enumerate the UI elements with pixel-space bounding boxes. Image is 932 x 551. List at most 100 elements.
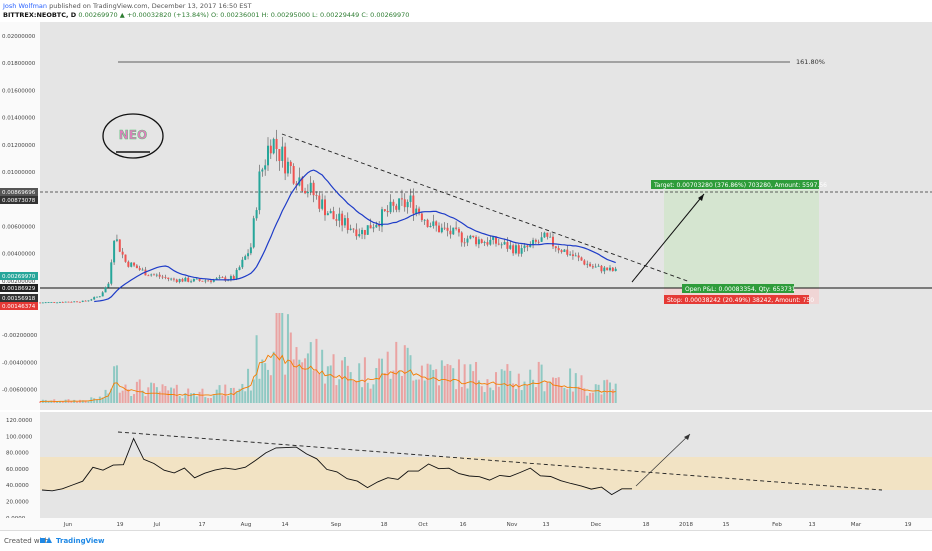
volume-bar (512, 383, 515, 403)
rsi-chart[interactable]: 120.0000 100.0000 80.0000 60.0000 40.0000 20.… (0, 412, 932, 518)
created-with-text: Created with (4, 537, 49, 545)
rsi-line (41, 437, 632, 496)
candle (44, 302, 47, 304)
volume-bar (343, 357, 346, 403)
candle (549, 232, 552, 238)
rsi-trendline[interactable] (117, 431, 883, 491)
candle (252, 215, 255, 249)
author-link[interactable]: Josh Wolfman (3, 2, 48, 10)
candle (150, 273, 153, 277)
candle (497, 238, 500, 246)
candle (204, 279, 207, 284)
volume-bar (369, 388, 372, 403)
volume-bar (506, 364, 509, 403)
volume-bar (332, 354, 335, 403)
open-pnl-tag[interactable]: Open P&L: 0.00083354, Qty: 653731 (682, 284, 796, 293)
candle (378, 221, 381, 231)
candle (363, 229, 366, 240)
volume-bar (489, 387, 492, 403)
candle (466, 235, 469, 247)
fib-extension[interactable]: 161.80% (118, 58, 825, 66)
candle (90, 298, 93, 301)
candle (167, 277, 170, 282)
candle (500, 242, 503, 249)
rsi-arrow[interactable] (635, 433, 691, 487)
time-tick-label: 2018 (679, 522, 693, 528)
volume-bar (121, 390, 124, 403)
price-tag-label: 0.00186929 (2, 286, 36, 292)
tradingview-brand[interactable]: TradingView (56, 537, 105, 545)
volume-bar (70, 401, 73, 403)
time-tick-label: 18 (381, 522, 388, 528)
volume-bar (207, 398, 210, 403)
candle (600, 264, 603, 274)
target-zone[interactable] (664, 190, 819, 288)
symbol-label[interactable]: BITTREX:NEOBTC, D (3, 11, 77, 19)
volume-bar (466, 388, 469, 403)
volume-bar (403, 345, 406, 403)
time-tick-label: Oct (418, 522, 428, 528)
volume-bar (603, 380, 606, 403)
volume-bar (192, 392, 195, 403)
ohlc-values: 0.00269970 ▲ +0.00032820 (+13.84%) O: 0.… (78, 11, 410, 19)
candle (78, 301, 81, 303)
volume-bar (115, 365, 118, 403)
trendline-down[interactable] (281, 133, 691, 283)
volume-bar (352, 380, 355, 403)
volume-bar (221, 395, 224, 403)
volume-bar (517, 373, 520, 403)
volume-bar (58, 401, 61, 403)
candle (324, 195, 326, 221)
stop-tag[interactable]: Stop: 0.00038242 (20.49%) 38242, Amount:… (664, 295, 814, 304)
volume-bar (158, 391, 161, 403)
volume-bar (409, 355, 412, 403)
candle (286, 157, 289, 177)
volume-bar (329, 365, 332, 403)
candle (158, 272, 161, 279)
volume-bar (589, 393, 592, 403)
candle (269, 139, 272, 159)
candle (372, 223, 375, 233)
candle (537, 239, 540, 245)
candle (110, 259, 113, 286)
volume-bar (249, 390, 252, 403)
volume-bar (477, 380, 480, 403)
volume-bar (355, 380, 358, 403)
projection-arrow[interactable] (631, 193, 705, 283)
candle (104, 286, 107, 293)
volume-bar (443, 365, 446, 403)
rsi-tick-label: 40.0000 (6, 483, 29, 489)
time-tick-label: Nov (507, 522, 518, 528)
candle (571, 250, 574, 260)
candle (426, 218, 429, 228)
target-tag[interactable]: Target: 0.00703280 (376.86%) 703280, Amo… (651, 180, 827, 189)
candle (574, 252, 577, 257)
volume-bar (381, 358, 383, 403)
volume-bar (452, 368, 455, 403)
candle (329, 208, 332, 214)
volume-bar (483, 392, 486, 403)
candle (443, 222, 446, 231)
volume-bar (566, 389, 569, 403)
price-tags: 0.00869696 0.00873078 0.00269970 0.00186929… (0, 188, 38, 310)
candle (238, 265, 241, 271)
volume-bar (284, 374, 287, 403)
time-tick-label: 14 (282, 522, 289, 528)
volume-bar (480, 386, 483, 403)
volume-bar (93, 398, 96, 403)
candle (480, 238, 483, 244)
volume-bar (529, 369, 532, 403)
price-chart[interactable]: 0.02000000 0.01800000 0.01600000 0.01400000… (0, 22, 932, 410)
candle (566, 245, 569, 257)
volume-bar (583, 388, 586, 403)
volume-bar (475, 361, 478, 403)
volume-bar (372, 384, 375, 403)
volume-bar (258, 378, 261, 403)
volume-bar (586, 395, 589, 403)
candle (463, 237, 466, 247)
volume-bar (281, 313, 284, 403)
candle (261, 167, 264, 177)
time-tick-label: Jun (63, 522, 73, 528)
volume-bar (298, 359, 301, 403)
candle (98, 296, 101, 298)
